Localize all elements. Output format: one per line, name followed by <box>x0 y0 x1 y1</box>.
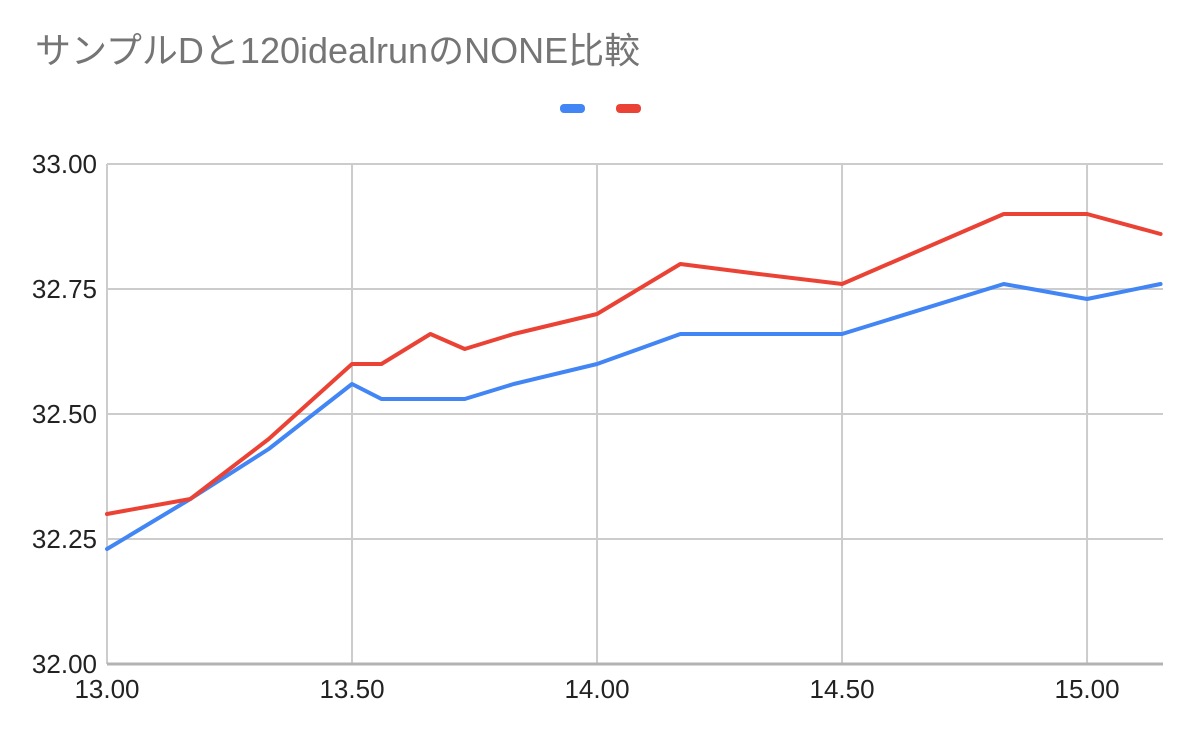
x-tick-label: 14.50 <box>809 674 874 704</box>
series-line-2 <box>105 212 1163 516</box>
series-line-1 <box>105 282 1163 551</box>
x-tick-label: 13.00 <box>74 674 139 704</box>
legend-marker-series2 <box>615 104 641 113</box>
x-tick-label: 14.00 <box>564 674 629 704</box>
chart-legend <box>0 104 1200 113</box>
y-tick-label: 32.50 <box>32 399 97 429</box>
y-tick-label: 32.00 <box>32 649 97 679</box>
x-tick-label: 15.00 <box>1055 674 1120 704</box>
x-tick-label: 13.50 <box>319 674 384 704</box>
y-tick-label: 32.25 <box>32 524 97 554</box>
chart-title: サンプルDと120idealrunのNONE比較 <box>35 30 641 71</box>
y-tick-label: 32.75 <box>32 274 97 304</box>
y-tick-label: 33.00 <box>32 149 97 179</box>
legend-marker-series1 <box>559 104 585 113</box>
